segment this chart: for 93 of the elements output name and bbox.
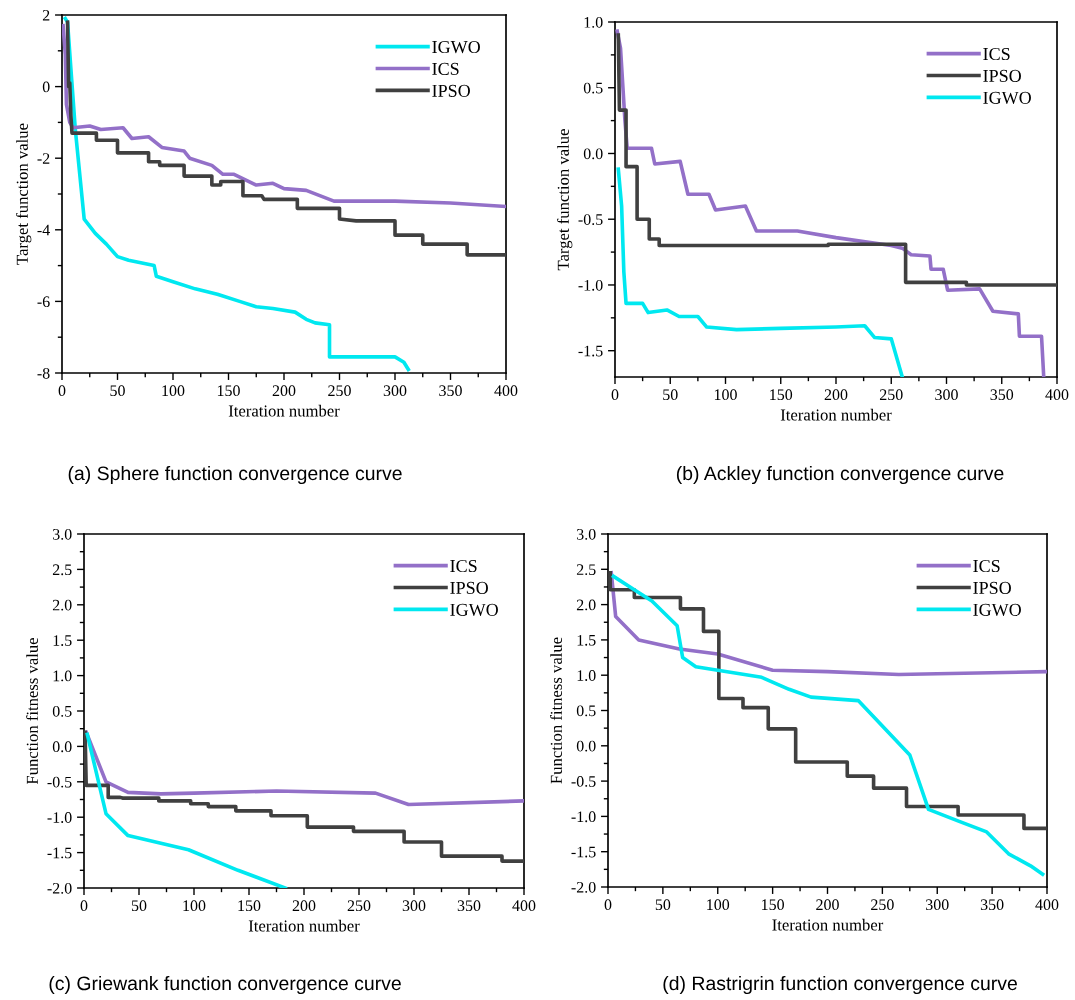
x-axis-title: Iteration number <box>772 918 884 931</box>
x-tick-label: 400 <box>1045 389 1069 401</box>
y-tick-label: 3.0 <box>52 528 72 540</box>
y-axis-title: Function fitness value <box>26 637 38 785</box>
x-tick-label: 200 <box>292 900 316 912</box>
y-tick-label: 0 <box>42 81 50 93</box>
y-tick-label: -1.5 <box>571 846 596 858</box>
y-tick-label: 2 <box>42 9 50 21</box>
y-tick-label: -4 <box>37 224 50 236</box>
y-axis-title: Target function value <box>16 123 32 265</box>
y-tick-label: -1.5 <box>578 345 603 357</box>
x-tick-label: 300 <box>935 389 958 401</box>
x-tick-label: 400 <box>512 900 536 912</box>
y-tick-label: -1.0 <box>571 811 596 823</box>
x-tick-label: 50 <box>110 385 125 397</box>
y-tick-label: 1.0 <box>584 16 603 28</box>
y-tick-label: 2.0 <box>576 599 596 611</box>
text: (a) Sphere function convergence curve <box>68 465 402 485</box>
y-tick-label: 0.5 <box>52 705 72 717</box>
x-tick-label: 250 <box>879 389 903 401</box>
x-tick-label: 300 <box>383 385 407 397</box>
x-tick-label: 400 <box>1035 899 1059 911</box>
x-tick-label: 200 <box>816 899 839 911</box>
text: (c) Griewank function convergence curve <box>49 975 401 995</box>
y-tick-label: -1.0 <box>47 812 72 823</box>
y-tick-label: -1.5 <box>47 847 72 859</box>
y-tick-label: 0.5 <box>583 82 603 94</box>
legend-label: IPSO <box>450 581 488 594</box>
x-tick-label: 100 <box>707 899 730 911</box>
y-tick-label: -1.0 <box>578 279 603 291</box>
x-tick-label: 100 <box>162 385 185 397</box>
y-tick-label: 1.0 <box>53 670 72 682</box>
legend-label: IGWO <box>450 603 498 616</box>
legend-label: IPSO <box>432 84 470 97</box>
x-tick-label: 350 <box>980 899 1004 911</box>
legend-label: IGWO <box>983 91 1031 104</box>
legend-label: IPSO <box>983 69 1021 82</box>
x-tick-label: 150 <box>762 899 784 911</box>
legend-label: ICS <box>432 62 459 75</box>
y-tick-label: 0.0 <box>576 740 596 752</box>
x-tick-label: 200 <box>824 389 848 401</box>
legend-label: ICS <box>973 559 1000 573</box>
y-tick-label: 0.5 <box>576 705 596 717</box>
x-tick-label: 50 <box>663 389 678 401</box>
x-tick-label: 150 <box>238 900 261 912</box>
x-tick-label: 0 <box>604 899 612 911</box>
legend-label: ICS <box>450 559 477 573</box>
y-tick-label: 2.0 <box>52 599 72 611</box>
x-tick-label: 350 <box>439 385 462 397</box>
x-tick-label: 400 <box>494 385 518 397</box>
x-tick-label: 250 <box>328 385 351 397</box>
legend-label: IPSO <box>973 581 1011 594</box>
y-tick-label: 1.0 <box>577 670 596 681</box>
x-tick-label: 0 <box>80 900 88 912</box>
y-tick-label: 1.5 <box>577 634 596 646</box>
y-tick-label: -6 <box>37 296 50 308</box>
legend-label: IGWO <box>973 603 1021 616</box>
y-tick-label: -2.0 <box>47 882 72 894</box>
x-tick-label: 50 <box>131 900 147 912</box>
legend-label: ICS <box>983 47 1010 61</box>
y-tick-label: -2.0 <box>571 881 596 893</box>
x-tick-label: 150 <box>770 389 793 401</box>
x-tick-label: 300 <box>402 900 426 912</box>
y-tick-label: 0.0 <box>52 741 72 753</box>
y-tick-label: -0.5 <box>47 776 72 788</box>
x-tick-label: 350 <box>457 900 481 912</box>
x-tick-label: 100 <box>183 900 206 912</box>
x-tick-label: 250 <box>871 899 894 911</box>
text: (d) Rastrigrin function convergence curve <box>663 975 1017 995</box>
y-tick-label: 2.5 <box>52 564 72 576</box>
x-axis-title: Iteration number <box>248 919 360 932</box>
y-tick-label: 0.0 <box>583 148 603 160</box>
x-tick-label: 150 <box>217 385 240 397</box>
y-tick-label: -8 <box>37 367 50 379</box>
x-tick-label: 250 <box>347 900 371 912</box>
x-tick-label: 0 <box>611 389 619 401</box>
y-tick-label: 2.5 <box>576 564 596 576</box>
y-tick-label: -0.5 <box>571 776 596 787</box>
x-axis-title: Iteration number <box>780 408 892 421</box>
text: (b) Ackley function convergence curve <box>676 465 1004 485</box>
legend-label: IGWO <box>432 40 480 54</box>
x-axis-title: Iteration number <box>228 404 340 417</box>
y-tick-label: 3.0 <box>576 528 596 540</box>
x-tick-label: 300 <box>926 899 949 911</box>
y-tick-label: -2 <box>37 153 50 164</box>
x-tick-label: 50 <box>655 899 671 911</box>
y-axis-title: Target function value <box>557 129 573 271</box>
x-tick-label: 100 <box>714 389 737 401</box>
x-tick-label: 350 <box>990 389 1014 401</box>
y-axis-title: Function fitness value <box>550 637 562 784</box>
y-tick-label: -0.5 <box>578 214 603 225</box>
x-tick-label: 200 <box>272 385 296 397</box>
y-tick-label: 1.5 <box>53 635 72 646</box>
